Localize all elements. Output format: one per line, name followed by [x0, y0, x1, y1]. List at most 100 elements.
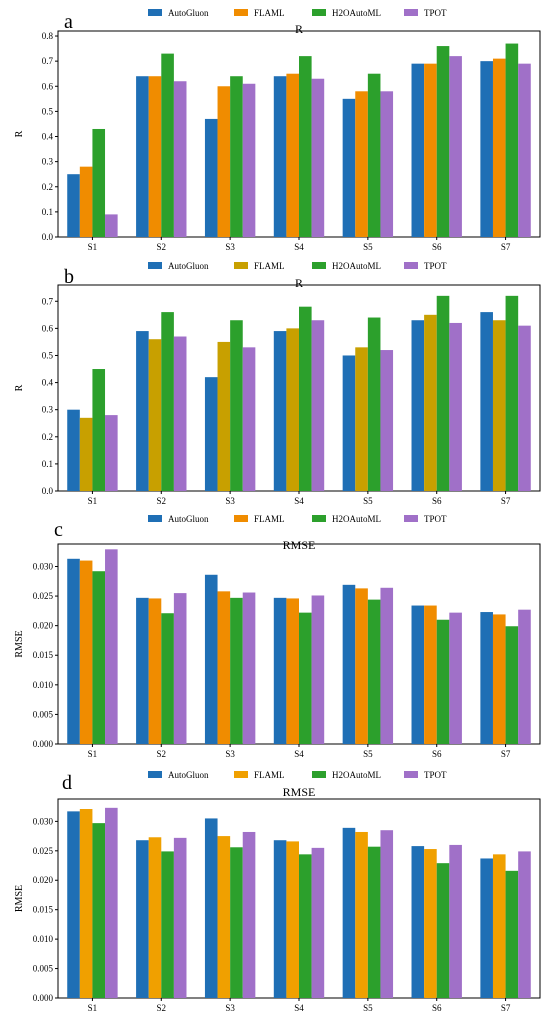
chart-title: R [295, 22, 303, 36]
bar-tpot-s3 [242, 592, 256, 744]
y-axis-label: RMSE [14, 885, 25, 912]
y-axis-label: RMSE [14, 630, 25, 657]
bar-flaml-s1 [79, 560, 93, 744]
legend-label: TPOT [424, 261, 447, 271]
chart-title: RMSE [283, 785, 316, 799]
bar-tpot-s2 [173, 81, 187, 238]
bar-h2oautoml-s3 [230, 847, 243, 998]
bar-autogluon-s5 [342, 827, 356, 998]
x-tick-label: S4 [294, 1003, 304, 1013]
y-tick-label: 0.005 [33, 964, 54, 974]
bar-tpot-s1 [105, 214, 118, 237]
y-tick-label: 0.4 [42, 378, 54, 388]
legend-label: AutoGluon [168, 514, 209, 524]
x-tick-label: S2 [157, 242, 167, 252]
bar-h2oautoml-s6 [436, 295, 450, 491]
bar-h2oautoml-s2 [161, 851, 174, 998]
bar-autogluon-s4 [273, 597, 287, 744]
bar-flaml-s4 [286, 73, 299, 238]
y-tick-label: 0.4 [42, 132, 54, 142]
legend-label: TPOT [424, 514, 447, 524]
bar-autogluon-s5 [342, 98, 356, 237]
bar-tpot-s5 [380, 350, 394, 491]
x-tick-label: S5 [363, 1003, 373, 1013]
x-tick-label: S5 [363, 496, 373, 506]
legend-label: FLAML [254, 514, 285, 524]
bar-flaml-s3 [217, 341, 231, 491]
y-tick-label: 0.030 [33, 816, 54, 826]
bar-flaml-s3 [217, 836, 231, 998]
bar-autogluon-s6 [411, 605, 425, 744]
bar-tpot-s4 [311, 78, 325, 237]
bar-tpot-s6 [449, 844, 462, 998]
bar-autogluon-s2 [136, 76, 149, 237]
legend-swatch [234, 262, 248, 269]
x-tick-label: S7 [501, 1003, 511, 1013]
bar-autogluon-s1 [67, 409, 80, 491]
bar-flaml-s2 [148, 837, 162, 998]
bar-flaml-s3 [217, 591, 231, 744]
legend-swatch [312, 9, 326, 16]
legend-swatch [234, 9, 248, 16]
bar-autogluon-s7 [480, 858, 493, 998]
x-tick-label: S3 [225, 242, 235, 252]
bar-tpot-s2 [173, 837, 187, 998]
chart-panel-4: 0.000 0.005 0.010 0.015 0.020 0.025 0.030 RMSE R… [14, 770, 541, 1013]
bar-flaml-s5 [355, 831, 368, 998]
legend-swatch [148, 515, 162, 522]
bar-h2oautoml-s7 [505, 870, 519, 998]
legend-swatch [312, 515, 326, 522]
bar-autogluon-s7 [480, 612, 493, 744]
y-tick-label: 0.0 [42, 486, 54, 496]
x-tick-label: S1 [88, 242, 98, 252]
bar-tpot-s3 [242, 831, 256, 998]
bar-autogluon-s7 [480, 312, 493, 491]
chart-panel-2: 0.0 0.1 0.2 0.3 0.4 0.5 0.6 0.7 R Rb S1 S2 S3 S4 S5 S6 S… [14, 261, 541, 506]
y-tick-label: 0.025 [33, 591, 54, 601]
bar-h2oautoml-s4 [299, 854, 312, 998]
bar-autogluon-s2 [136, 331, 149, 491]
bar-h2oautoml-s1 [92, 128, 106, 237]
x-tick-label: S4 [294, 242, 304, 252]
legend-swatch [148, 771, 162, 778]
y-tick-label: 0.6 [42, 323, 54, 333]
bar-h2oautoml-s7 [505, 295, 519, 491]
bar-flaml-s1 [79, 809, 93, 998]
bar-tpot-s3 [242, 83, 256, 237]
bar-h2oautoml-s2 [161, 613, 174, 744]
y-tick-label: 0.005 [33, 709, 54, 719]
bar-flaml-s4 [286, 841, 299, 998]
x-tick-label: S6 [432, 242, 442, 252]
x-tick-label: S6 [432, 749, 442, 759]
bar-flaml-s6 [424, 314, 437, 491]
bar-tpot-s5 [380, 830, 394, 998]
bar-tpot-s7 [518, 63, 531, 237]
y-tick-label: 0.010 [33, 934, 54, 944]
bar-flaml-s2 [148, 339, 162, 491]
bar-tpot-s1 [105, 415, 118, 491]
x-tick-label: S5 [363, 242, 373, 252]
y-tick-label: 0.1 [42, 207, 53, 217]
bar-tpot-s3 [242, 347, 256, 491]
x-tick-label: S2 [157, 496, 167, 506]
bar-autogluon-s6 [411, 320, 425, 491]
bar-flaml-s5 [355, 588, 368, 744]
y-tick-label: 0.0 [42, 232, 54, 242]
bar-autogluon-s5 [342, 355, 356, 491]
x-tick-label: S7 [501, 496, 511, 506]
bar-h2oautoml-s3 [230, 597, 243, 744]
legend-label: H2OAutoML [332, 8, 381, 18]
bar-flaml-s3 [217, 86, 231, 237]
y-tick-label: 0.6 [42, 81, 54, 91]
panel-letter: b [64, 266, 74, 288]
bar-autogluon-s3 [204, 118, 218, 237]
bar-autogluon-s1 [67, 558, 80, 744]
bar-tpot-s2 [173, 336, 187, 491]
bar-autogluon-s3 [204, 574, 218, 744]
bar-tpot-s2 [173, 593, 187, 744]
legend-swatch [148, 262, 162, 269]
x-tick-label: S7 [501, 749, 511, 759]
y-tick-label: 0.000 [33, 739, 54, 749]
bar-flaml-s6 [424, 605, 437, 744]
bar-flaml-s6 [424, 63, 437, 237]
